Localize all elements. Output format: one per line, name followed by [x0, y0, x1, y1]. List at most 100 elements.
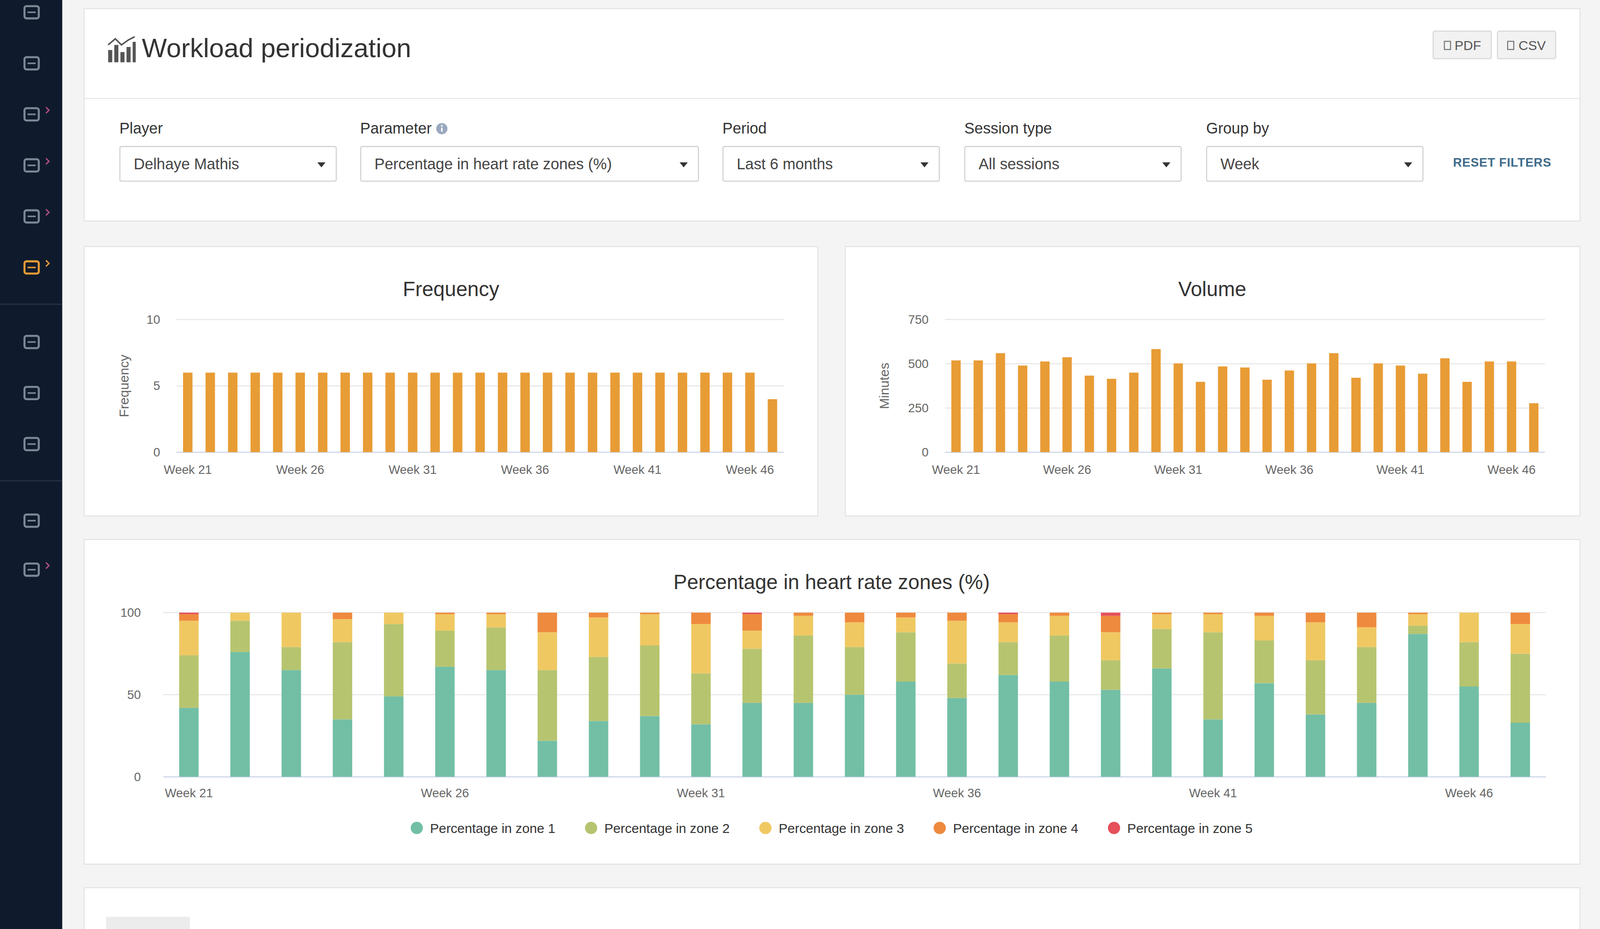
bar-segment — [691, 673, 711, 725]
legend-label: Percentage in zone 4 — [953, 820, 1079, 836]
y-tick-label: 250 — [908, 400, 929, 415]
bar-segment — [1459, 612, 1480, 642]
nav-icon[interactable] — [24, 57, 39, 70]
page-title: Workload periodization — [141, 32, 412, 65]
nav-icon[interactable] — [24, 335, 39, 348]
bar-segment — [588, 612, 609, 613]
bar-segment — [537, 669, 558, 741]
bar-segment — [691, 612, 711, 624]
bar — [408, 372, 418, 452]
bar-segment — [742, 612, 763, 614]
filter-select[interactable]: Percentage in heart rate zones (%) — [360, 145, 700, 182]
bar — [973, 360, 984, 453]
nav-icon-detail — [27, 443, 36, 445]
nav-icon[interactable] — [24, 108, 39, 121]
filter-select[interactable]: Last 6 months — [722, 145, 940, 182]
export-button[interactable]: CSV — [1496, 30, 1557, 60]
bar-segment — [691, 623, 711, 673]
nav-icon[interactable] — [24, 210, 39, 223]
dropdown-arrow — [679, 162, 688, 167]
chart: 050100Percentage in heart rate zones (%)… — [120, 570, 1546, 836]
bar — [542, 372, 553, 452]
export-button[interactable]: PDF — [1432, 30, 1492, 60]
filter-select[interactable]: All sessions — [964, 145, 1182, 182]
bar-segment — [1152, 628, 1172, 668]
bar-segment — [486, 612, 507, 613]
bar — [295, 372, 305, 452]
bar — [1084, 375, 1095, 453]
filter-value: All sessions — [978, 154, 1060, 173]
bar — [677, 372, 688, 452]
bar-segment — [435, 630, 455, 667]
title-icon-line — [108, 36, 135, 45]
nav-icon[interactable] — [24, 386, 39, 399]
bar — [520, 372, 530, 452]
filter-value: Last 6 months — [736, 154, 833, 173]
bar-segment — [230, 651, 250, 777]
bar — [1262, 379, 1272, 452]
nav-separator — [0, 479, 63, 481]
nav-icon[interactable] — [24, 437, 39, 450]
bar-segment — [793, 702, 814, 777]
y-tick-label: 100 — [120, 605, 142, 620]
bar-segment — [947, 663, 967, 698]
filter-select[interactable]: Delhaye Mathis — [119, 145, 337, 182]
nav-icon-detail — [27, 215, 36, 217]
bar-segment — [1203, 612, 1223, 613]
x-tick-label: Week 41 — [1188, 785, 1238, 800]
bar-segment — [1100, 659, 1121, 690]
nav-icon[interactable] — [24, 261, 39, 274]
nav-icon[interactable] — [24, 159, 39, 172]
bar-segment — [383, 612, 404, 613]
legend-item[interactable]: Percentage in zone 5 — [1108, 820, 1253, 836]
legend-item[interactable]: Percentage in zone 4 — [933, 820, 1079, 836]
chart-title: Volume — [1178, 277, 1246, 301]
bar-segment — [742, 648, 763, 703]
bar — [1040, 361, 1050, 452]
marks — [179, 612, 1530, 777]
legend-symbol — [933, 821, 946, 834]
bar-segment — [179, 613, 199, 621]
x-tick-label: Week 31 — [388, 462, 437, 477]
legend-item[interactable]: Percentage in zone 3 — [759, 820, 905, 836]
sidebar-icons — [0, 0, 63, 929]
bar-segment — [1203, 719, 1223, 777]
bar — [1062, 357, 1072, 453]
bar-segment — [281, 669, 302, 777]
dropdown-arrow — [1404, 162, 1413, 167]
reset-filters[interactable]: RESET FILTERS — [1453, 154, 1552, 170]
filter-label-text: Session type — [964, 119, 1052, 137]
bar-segment — [1510, 623, 1531, 654]
bar-segment — [998, 674, 1019, 777]
bar-segment — [486, 613, 507, 627]
chart: 0510FrequencyFrequencyWeek 21Week 26Week… — [116, 277, 784, 477]
nav-icon[interactable] — [24, 514, 39, 527]
y-tick-label: 750 — [908, 312, 929, 327]
bar-segment — [1408, 613, 1428, 626]
bar — [700, 372, 710, 452]
nav-chevron — [45, 209, 50, 216]
bar-segment — [742, 702, 763, 777]
bar-segment — [332, 719, 353, 777]
legend-item[interactable]: Percentage in zone 1 — [410, 820, 556, 836]
nav-icon-detail — [27, 62, 36, 64]
x-tick-label: Week 41 — [613, 462, 662, 477]
bar-segment — [1305, 714, 1326, 777]
bar-segment — [537, 612, 558, 613]
y-tick-label: 50 — [127, 687, 141, 702]
bar-segment — [486, 669, 507, 777]
bar-segment — [435, 612, 455, 613]
bar-segment — [1357, 646, 1377, 703]
bar-segment — [179, 612, 199, 614]
bar-segment — [332, 612, 353, 613]
bar-segment — [998, 613, 1019, 622]
chart-card-partial — [83, 886, 1581, 929]
nav-icon[interactable] — [24, 6, 39, 19]
bar-segment — [435, 613, 455, 631]
nav-icon[interactable] — [24, 563, 39, 576]
legend-item[interactable]: Percentage in zone 2 — [584, 820, 730, 836]
info-icon[interactable] — [435, 121, 448, 134]
grid-line — [176, 318, 784, 320]
filter-select[interactable]: Week — [1206, 145, 1424, 182]
bar-segment — [1459, 612, 1480, 613]
